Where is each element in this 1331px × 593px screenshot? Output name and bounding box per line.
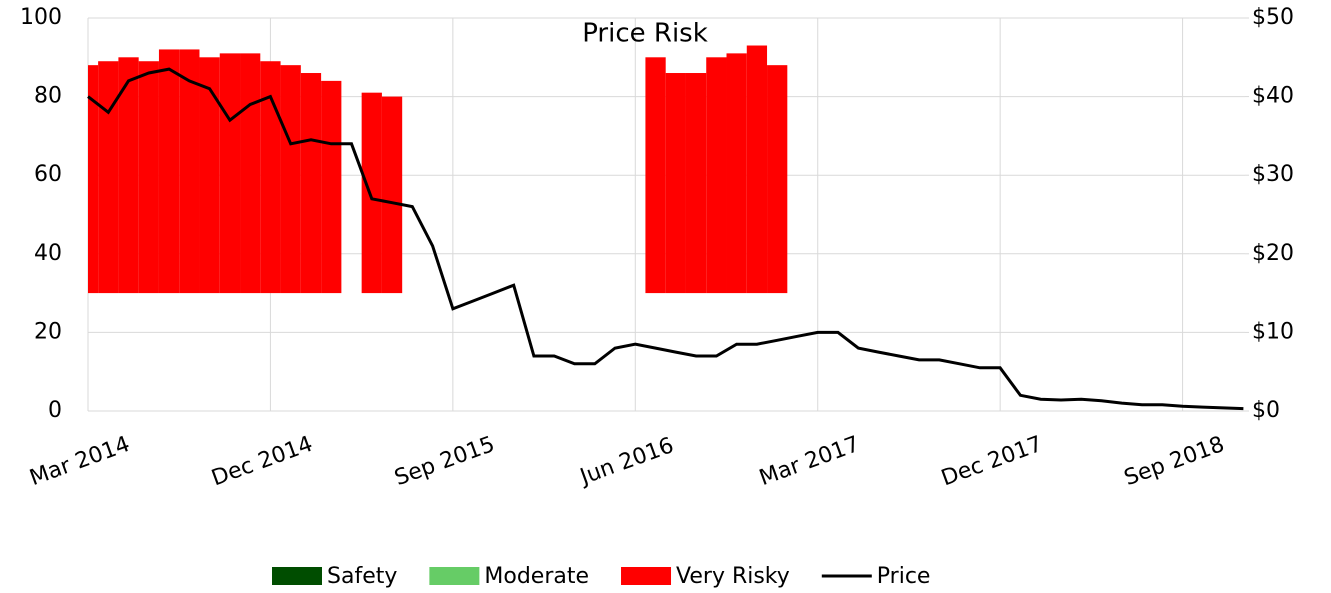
- y-tick-label: 80: [34, 84, 62, 109]
- x-tick-label: Sep 2018: [1121, 432, 1228, 491]
- y2-tick-label: $10: [1252, 319, 1294, 344]
- y-tick-label: 60: [34, 162, 62, 187]
- legend-label: Price: [877, 564, 931, 589]
- price-line: [87, 67, 1244, 411]
- y2-tick-label: $50: [1252, 5, 1294, 30]
- risk-bar: [199, 57, 220, 294]
- legend-label: Moderate: [484, 564, 589, 589]
- risk-bar: [138, 61, 159, 294]
- risk-bar: [300, 73, 322, 294]
- y-tick-label: 100: [20, 5, 62, 30]
- risk-bar: [240, 53, 261, 294]
- risk-bar: [179, 49, 200, 294]
- risk-bar: [685, 73, 707, 294]
- risk-bar: [746, 45, 768, 294]
- risk-bar: [260, 61, 281, 294]
- legend-label: Very Risky: [676, 564, 790, 589]
- y2-tick-label: $20: [1252, 241, 1294, 266]
- risk-bar: [118, 57, 139, 294]
- risk-bar: [645, 57, 666, 294]
- x-tick-label: Jun 2016: [575, 433, 677, 490]
- risk-bar: [98, 61, 119, 294]
- y2-tick-label: $30: [1252, 162, 1294, 187]
- chart-title: Price Risk: [582, 19, 708, 49]
- x-tick-label: Mar 2017: [756, 432, 863, 491]
- x-tick-label: Mar 2014: [26, 432, 133, 491]
- y2-tick-label: $40: [1252, 84, 1294, 109]
- risk-bar: [381, 96, 403, 294]
- legend-swatch: [621, 567, 672, 585]
- risk-bar: [158, 49, 180, 294]
- y2-tick-label: $0: [1252, 398, 1280, 423]
- legend-label: Safety: [327, 564, 397, 589]
- legend-swatch: [272, 567, 322, 585]
- legend: Safety Moderate Very Risky Price: [272, 564, 930, 589]
- risk-bar: [219, 53, 241, 294]
- x-tick-label: Dec 2017: [938, 432, 1046, 492]
- risk-bar: [88, 65, 99, 294]
- risk-bar: [321, 80, 342, 294]
- risk-bar: [726, 53, 747, 294]
- risk-bar: [280, 65, 301, 294]
- legend-swatch: [429, 567, 480, 585]
- marks: [87, 45, 1244, 411]
- risk-bar: [665, 73, 686, 294]
- risk-bar: [706, 57, 727, 294]
- risk-bar: [361, 92, 382, 294]
- x-tick-label: Dec 2014: [208, 432, 316, 492]
- x-tick-label: Sep 2015: [391, 432, 498, 491]
- risk-bar: [767, 65, 788, 294]
- y-tick-label: 20: [34, 319, 62, 344]
- y-tick-label: 0: [48, 398, 62, 423]
- y-tick-label: 40: [34, 241, 62, 266]
